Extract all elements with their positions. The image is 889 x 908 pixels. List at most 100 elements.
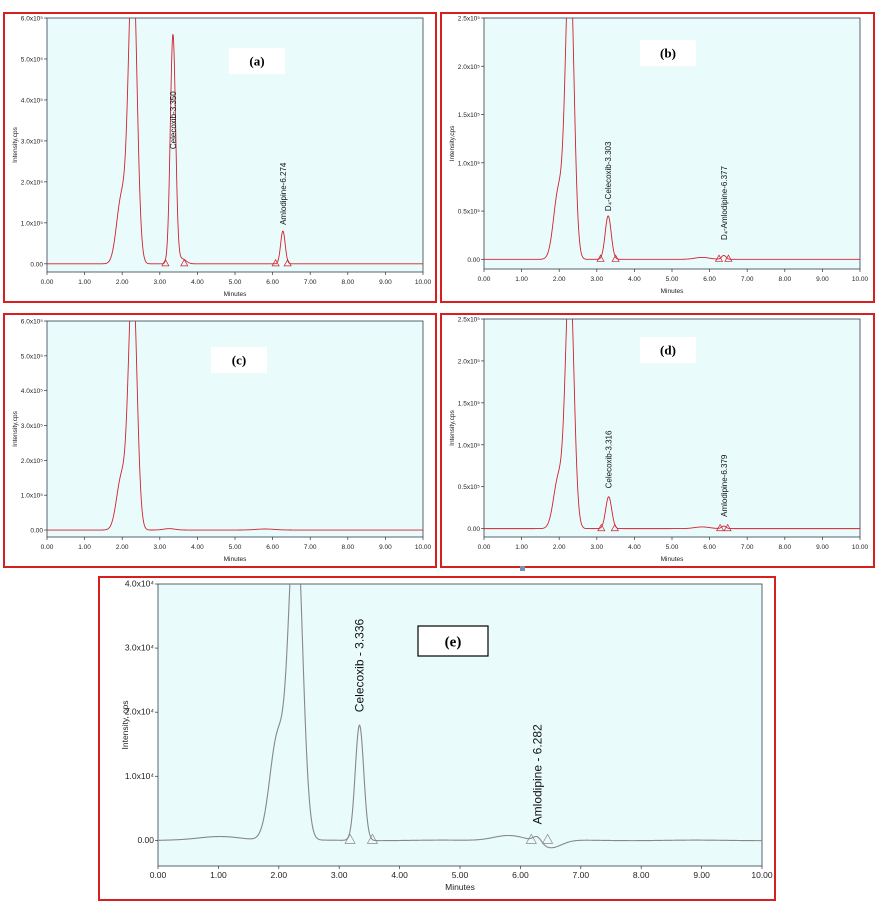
peak-annotation: Celecoxib - 3.336	[352, 618, 366, 712]
chromatogram-trace	[484, 319, 860, 530]
y-tick-label: 1.5x10⁵	[458, 112, 481, 119]
integration-marker	[525, 833, 537, 844]
chromatogram-trace	[484, 18, 860, 260]
y-tick-label: 4.0x10⁵	[21, 97, 44, 104]
integration-marker	[271, 258, 280, 267]
peak-annotation: Celecoxib-3.316	[605, 430, 614, 488]
chromatogram-trace	[47, 18, 423, 265]
panel-label-box	[640, 337, 696, 363]
panel-label: (d)	[660, 343, 676, 358]
x-tick-label: 4.00	[628, 276, 641, 283]
x-tick-label: 2.00	[553, 544, 566, 551]
y-axis-label: Intensity,cps	[12, 126, 19, 162]
x-tick-label: 6.00	[266, 544, 279, 551]
peak-annotation: D₄-Celecoxib-3.303	[604, 141, 613, 211]
panel-label: (a)	[249, 54, 264, 69]
x-tick-label: 9.00	[816, 544, 829, 551]
integration-marker	[541, 833, 554, 844]
x-tick-label: 8.00	[341, 544, 354, 551]
y-tick-label: 2.0x10⁵	[458, 358, 481, 365]
peak-annotation: Amlodipine-6.379	[720, 454, 729, 517]
x-tick-label: 9.00	[379, 544, 392, 551]
x-tick-label: 10.00	[852, 544, 869, 551]
integration-marker	[597, 523, 606, 532]
y-tick-label: 0.00	[467, 257, 480, 264]
panel-label-box	[640, 40, 696, 66]
y-tick-label: 0.00	[30, 261, 43, 268]
x-tick-label: 2.00	[553, 276, 566, 283]
y-tick-label: 1.0x10⁴	[125, 771, 155, 781]
peak-annotation: Amlodipine-6.274	[279, 162, 288, 225]
panel-label: (e)	[445, 634, 462, 650]
panel-label: (b)	[660, 46, 676, 61]
y-tick-label: 1.0x10⁵	[458, 442, 481, 449]
x-tick-label: 0.00	[478, 276, 491, 283]
x-tick-label: 10.00	[751, 870, 773, 880]
x-tick-label: 9.00	[379, 279, 392, 286]
y-tick-label: 2.0x10⁵	[458, 64, 481, 71]
x-tick-label: 2.00	[116, 279, 129, 286]
y-tick-label: 1.5x10⁵	[458, 400, 481, 407]
x-axis-label: Minutes	[445, 882, 475, 892]
integration-marker	[724, 254, 733, 262]
y-tick-label: 1.0x10⁵	[21, 220, 44, 227]
x-tick-label: 10.00	[415, 279, 432, 286]
integration-marker	[180, 258, 189, 267]
x-tick-label: 7.00	[741, 544, 754, 551]
x-tick-label: 4.00	[391, 870, 408, 880]
y-tick-label: 5.0x10⁵	[21, 353, 44, 360]
x-tick-label: 5.00	[452, 870, 469, 880]
chromatogram-trace	[47, 321, 423, 531]
chart-panel-b: 0.00 0.5x10⁵ 1.0x10⁵ 1.5x10⁵ 2.0x10⁵ 2.5x10⁵ 0…	[440, 12, 875, 303]
integration-marker	[714, 254, 724, 262]
integration-marker	[611, 254, 620, 262]
x-tick-label: 1.00	[78, 544, 91, 551]
chart-d-svg: 0.00 0.5x10⁵ 1.0x10⁵ 1.5x10⁵ 2.0x10⁵ 2.5x10⁵ 0…	[449, 317, 869, 564]
panel-label-box	[417, 625, 489, 657]
y-tick-label: 2.0x10⁵	[21, 458, 44, 465]
x-tick-label: 3.00	[153, 544, 166, 551]
x-tick-label: 3.00	[590, 276, 603, 283]
x-tick-label: 10.00	[415, 544, 432, 551]
panel-label: (c)	[232, 353, 246, 368]
integration-marker	[723, 523, 732, 532]
y-tick-label: 1.0x10⁵	[458, 160, 481, 167]
x-tick-label: 4.00	[628, 544, 641, 551]
integration-marker	[283, 258, 292, 267]
integration-marker	[716, 523, 725, 532]
y-tick-label: 2.0x10⁵	[21, 179, 44, 186]
x-tick-label: 1.00	[515, 544, 528, 551]
y-tick-label: 2.0x10⁴	[125, 707, 155, 717]
x-tick-label: 9.00	[693, 870, 710, 880]
chart-a-svg: 0.00 1.0x10⁵ 2.0x10⁵ 3.0x10⁵ 4.0x10⁵ 5.0x10⁵ 6…	[12, 16, 432, 299]
y-tick-label: 2.5x10⁵	[458, 16, 481, 23]
integration-marker	[366, 833, 379, 844]
x-tick-label: 6.00	[512, 870, 529, 880]
y-tick-label: 6.0x10⁵	[21, 319, 44, 326]
divider-handle	[520, 566, 525, 571]
y-tick-label: 2.5x10⁵	[458, 317, 481, 324]
x-axis-label: Minutes	[224, 556, 248, 563]
x-tick-label: 7.00	[304, 544, 317, 551]
peak-annotation: Amlodipine - 6.282	[530, 724, 544, 824]
x-tick-label: 0.00	[41, 279, 54, 286]
x-tick-label: 0.00	[150, 870, 167, 880]
x-tick-label: 7.00	[741, 276, 754, 283]
chromatogram-trace	[158, 584, 762, 849]
y-axis-label: Intensity,cps	[449, 409, 456, 445]
x-tick-label: 1.00	[78, 279, 91, 286]
chart-panel-d: 0.00 0.5x10⁵ 1.0x10⁵ 1.5x10⁵ 2.0x10⁵ 2.5x10⁵ 0…	[440, 313, 875, 568]
chart-e-svg: 0.00 1.0x10⁴ 2.0x10⁴ 3.0x10⁴ 4.0x10⁴ 0.00 1.00…	[120, 579, 773, 893]
y-tick-label: 3.0x10⁵	[21, 138, 44, 145]
y-tick-label: 0.00	[467, 526, 480, 533]
integration-marker	[344, 833, 356, 844]
x-tick-label: 7.00	[304, 279, 317, 286]
chart-panel-a: 0.00 1.0x10⁵ 2.0x10⁵ 3.0x10⁵ 4.0x10⁵ 5.0x10⁵ 6…	[3, 12, 437, 303]
x-tick-label: 10.00	[852, 276, 869, 283]
y-tick-label: 5.0x10⁵	[21, 56, 44, 63]
integration-marker	[596, 254, 605, 262]
x-tick-label: 3.00	[590, 544, 603, 551]
x-tick-label: 2.00	[271, 870, 288, 880]
x-tick-label: 8.00	[341, 279, 354, 286]
x-tick-label: 7.00	[573, 870, 590, 880]
